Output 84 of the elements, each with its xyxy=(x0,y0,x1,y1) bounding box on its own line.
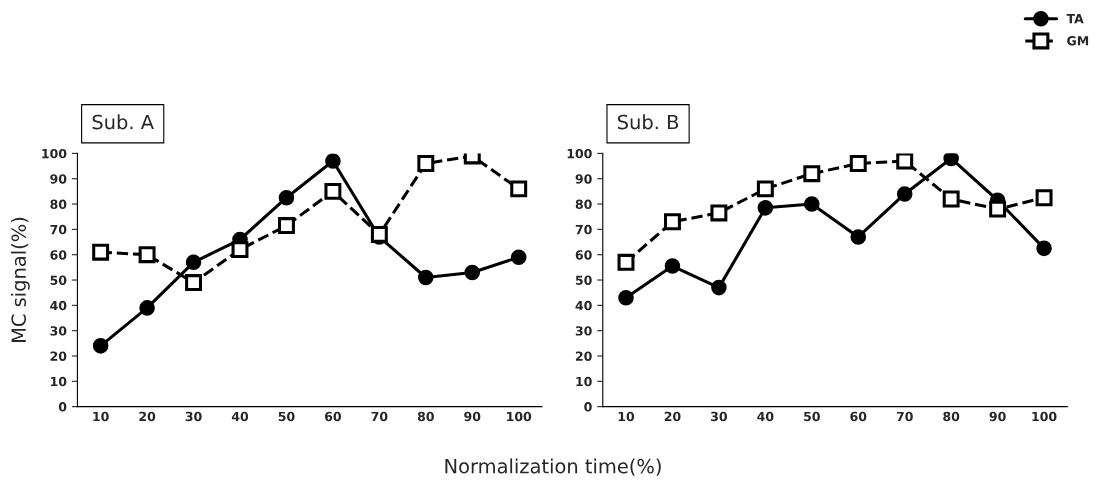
y-tick-label: 30 xyxy=(575,326,592,336)
point xyxy=(618,289,634,306)
point xyxy=(711,279,727,296)
y-tick-label: 0 xyxy=(584,402,592,412)
point xyxy=(231,241,249,259)
point xyxy=(710,204,728,222)
y-tick-label: 70 xyxy=(575,224,592,235)
point xyxy=(370,225,388,243)
y-tick-label: 10 xyxy=(51,376,67,387)
y-tick-label: 20 xyxy=(575,351,592,361)
x-tick-label: 30 xyxy=(185,411,202,422)
point xyxy=(804,196,820,212)
point xyxy=(138,246,156,264)
point xyxy=(803,165,821,183)
point xyxy=(277,217,295,235)
x-tick-label: 30 xyxy=(711,411,727,422)
legend-label: GM xyxy=(1067,36,1089,46)
legend-label: TA xyxy=(1066,14,1084,24)
x-tick-label: 80 xyxy=(943,411,960,422)
y-tick-label: 100 xyxy=(42,148,67,159)
point xyxy=(185,274,203,292)
x-tick-label: 40 xyxy=(231,411,249,422)
point xyxy=(989,200,1007,218)
point xyxy=(418,269,434,286)
point xyxy=(850,229,867,245)
chart-title: Sub. B xyxy=(617,114,679,130)
x-tick-label: 20 xyxy=(664,411,681,422)
point xyxy=(1036,240,1052,257)
point xyxy=(510,249,527,266)
y-tick-label: 80 xyxy=(50,199,67,209)
y-tick-label: 40 xyxy=(575,300,592,311)
point xyxy=(278,189,295,206)
y-tick-label: 90 xyxy=(575,174,592,184)
point xyxy=(617,253,635,271)
point xyxy=(943,153,959,167)
point xyxy=(896,153,914,170)
x-tick-label: 80 xyxy=(417,411,434,422)
point xyxy=(896,186,913,202)
x-tick-label: 60 xyxy=(850,411,867,422)
y-tick-label: 40 xyxy=(50,300,67,311)
point xyxy=(664,258,681,274)
y-tick-label: 60 xyxy=(50,250,67,260)
point xyxy=(510,180,528,198)
point xyxy=(92,243,110,261)
x-tick-label: 100 xyxy=(507,411,532,422)
x-tick-label: 100 xyxy=(1032,411,1057,422)
point xyxy=(417,155,435,173)
point xyxy=(663,213,681,231)
x-tick-label: 20 xyxy=(139,411,156,422)
y-tick-label: 100 xyxy=(567,148,592,159)
x-tick-label: 10 xyxy=(618,411,635,422)
point xyxy=(324,182,342,200)
y-tick-label: 50 xyxy=(50,275,67,285)
x-tick-label: 70 xyxy=(896,411,913,422)
x-tick-label: 60 xyxy=(324,411,342,422)
point xyxy=(464,264,481,281)
point xyxy=(1035,189,1053,207)
chart-title: Sub. A xyxy=(92,114,154,130)
y-tick-label: 60 xyxy=(575,250,592,260)
point xyxy=(849,155,867,173)
y-tick-label: 30 xyxy=(50,326,67,336)
x-tick-label: 70 xyxy=(371,411,388,422)
x-axis-title: Normalization time(%) xyxy=(445,458,661,476)
x-tick-label: 90 xyxy=(464,411,481,422)
point xyxy=(185,254,202,271)
x-tick-label: 40 xyxy=(757,411,774,422)
y-tick-label: 10 xyxy=(576,376,592,387)
x-tick-label: 50 xyxy=(804,411,820,422)
x-tick-label: 10 xyxy=(93,411,109,422)
y-tick-label: 80 xyxy=(575,199,592,209)
point xyxy=(92,338,109,354)
y-tick-label: 20 xyxy=(50,351,67,361)
y-tick-label: 50 xyxy=(575,275,592,285)
point xyxy=(325,153,341,169)
point xyxy=(942,190,960,208)
point xyxy=(139,300,155,316)
y-axis-title: MC signal(%) xyxy=(10,217,30,342)
y-tick-label: 0 xyxy=(58,402,67,412)
y-tick-label: 90 xyxy=(50,174,67,184)
x-tick-label: 50 xyxy=(278,411,295,422)
point xyxy=(757,200,774,216)
point xyxy=(756,180,774,198)
y-tick-label: 70 xyxy=(50,224,67,235)
x-tick-label: 90 xyxy=(989,411,1006,422)
